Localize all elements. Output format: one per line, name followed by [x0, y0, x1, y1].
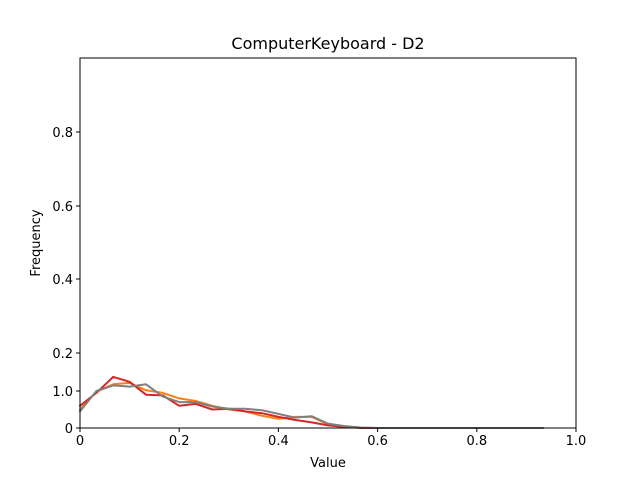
x-tick-label: 0.2 [169, 434, 190, 449]
x-tick-label: 1.0 [566, 434, 587, 449]
y-tick-label: 0.8 [52, 126, 73, 141]
x-tick-label: 0.4 [268, 434, 289, 449]
y-tick-label: 1.0 [52, 385, 73, 400]
y-tick-label: 0 [65, 422, 73, 437]
x-axis-label: Value [310, 456, 346, 471]
y-axis-label: Frequency [29, 209, 44, 276]
plot-frame [79, 57, 577, 429]
y-tick-label: 0.4 [52, 273, 73, 288]
x-tick-label: 0 [76, 434, 84, 449]
y-tick-label: 0.2 [52, 347, 73, 362]
x-axis: 0 0.2 0.4 0.6 0.8 1.0 [76, 428, 586, 449]
y-axis: 0 1.0 0.2 0.4 0.6 0.8 [52, 126, 80, 437]
x-tick-label: 0.8 [466, 434, 487, 449]
chart-title: ComputerKeyboard - D2 [231, 34, 424, 53]
y-tick-label: 0.6 [52, 200, 73, 215]
x-tick-label: 0.6 [367, 434, 388, 449]
